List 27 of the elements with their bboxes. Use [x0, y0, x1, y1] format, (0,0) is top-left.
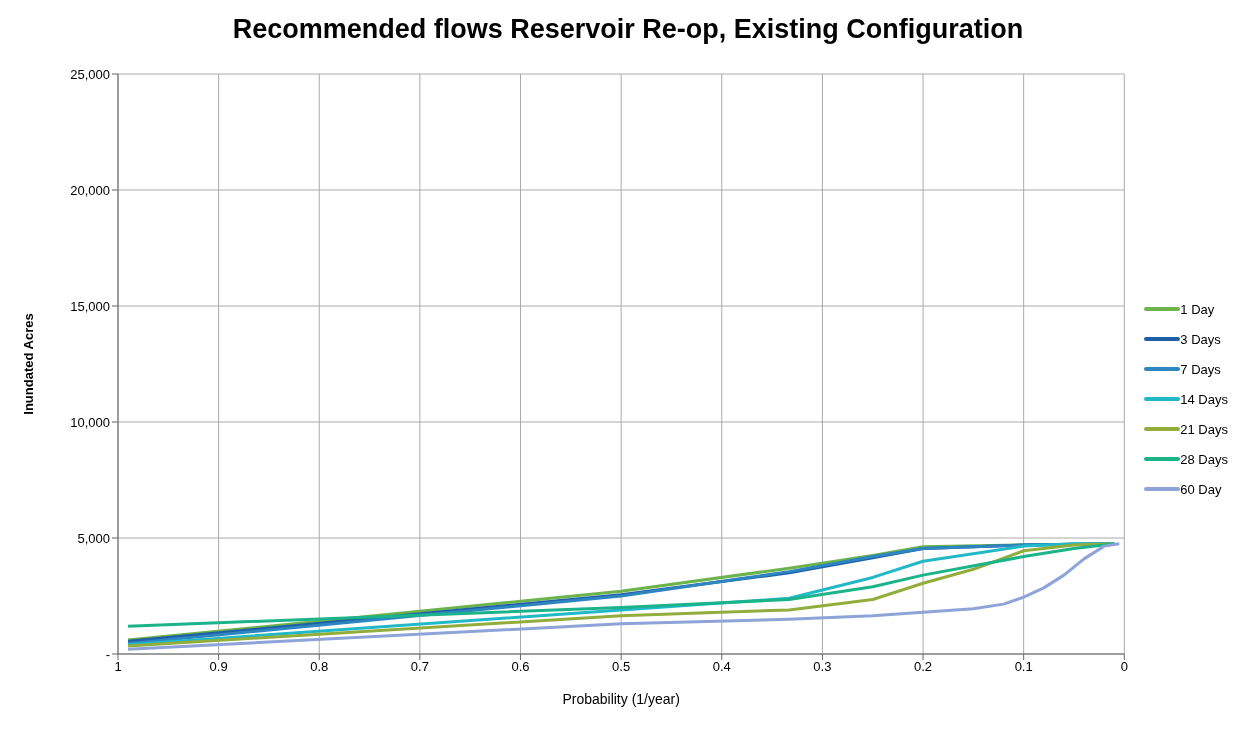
x-tick-label: 0.8 [310, 659, 329, 675]
legend-label: 7 Days [1180, 361, 1221, 377]
legend-label: 60 Day [1180, 481, 1222, 497]
y-tick-label: 20,000 [70, 182, 110, 198]
x-tick-label: 0.2 [914, 659, 933, 675]
y-axis-title: Inundated Acres [20, 313, 36, 415]
legend-label: 14 Days [1180, 391, 1228, 407]
y-tick-label: 15,000 [70, 298, 110, 314]
chart-title: Recommended flows Reservoir Re-op, Existing Configuration [231, 14, 1025, 46]
x-tick-label: 0.5 [612, 659, 631, 675]
x-tick-label: 0.6 [511, 659, 530, 675]
y-tick-label: - [105, 646, 110, 662]
y-tick-label: 10,000 [70, 414, 110, 430]
legend-label: 1 Day [1180, 301, 1215, 317]
x-tick-label: 0.7 [410, 659, 429, 675]
x-tick-label: 0.4 [712, 659, 731, 675]
x-tick-label: 0 [1120, 659, 1128, 675]
x-tick-label: 1 [114, 659, 122, 675]
legend-label: 21 Days [1180, 421, 1228, 437]
x-tick-label: 0.1 [1014, 659, 1033, 675]
legend-label: 28 Days [1180, 451, 1228, 467]
y-tick-label: 5,000 [77, 530, 110, 546]
x-axis-title: Probability (1/year) [562, 691, 680, 707]
legend-label: 3 Days [1180, 331, 1221, 347]
x-tick-label: 0.9 [209, 659, 228, 675]
x-tick-label: 0.3 [813, 659, 832, 675]
y-tick-label: 25,000 [70, 66, 110, 82]
